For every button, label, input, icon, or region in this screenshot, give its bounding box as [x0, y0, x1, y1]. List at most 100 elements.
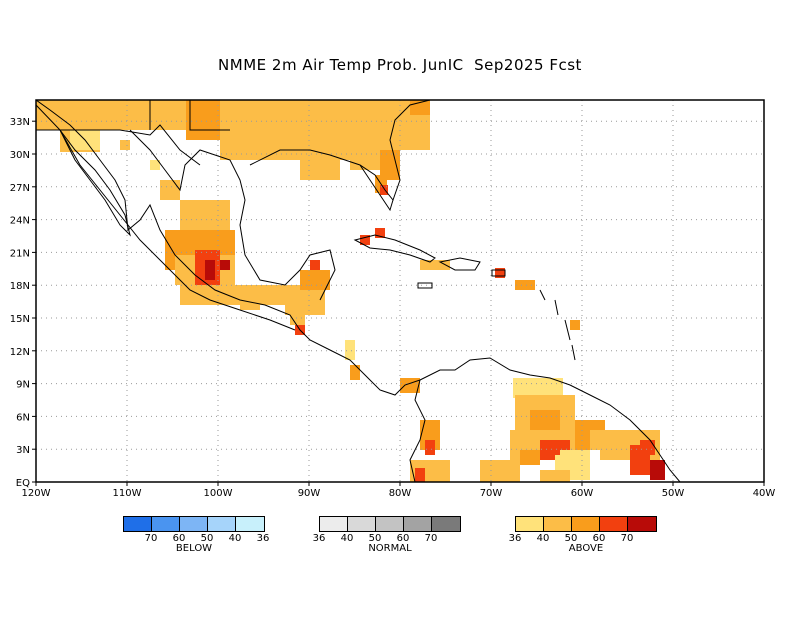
prob-cell [380, 185, 388, 195]
lon-label: 110W [113, 488, 142, 499]
prob-cell [160, 180, 180, 200]
lat-label: 15N [10, 314, 30, 325]
prob-cell [520, 450, 540, 465]
prob-cell [570, 320, 580, 330]
legend-tick: 36 [508, 533, 522, 544]
coastline [36, 100, 421, 396]
prob-cell [640, 440, 655, 455]
lon-label: 70W [480, 488, 503, 499]
prob-cell [375, 228, 385, 238]
prob-cell [495, 268, 505, 278]
coastlines [36, 100, 681, 482]
coastline [36, 124, 201, 166]
prob-cell [150, 160, 160, 170]
legend-tick: 36 [256, 533, 270, 544]
legend-below-bar [123, 516, 265, 532]
legend-above-bar [515, 516, 657, 532]
prob-cell [300, 100, 340, 180]
prob-cell [515, 280, 535, 290]
prob-cell [360, 235, 370, 245]
legend-swatch [124, 517, 152, 531]
prob-cell [380, 150, 400, 180]
lon-label: 120W [22, 488, 51, 499]
coastline [249, 100, 431, 202]
legend-swatch [236, 517, 264, 531]
lon-label: 60W [571, 488, 594, 499]
legend-tick: 70 [620, 533, 634, 544]
lon-label: 80W [389, 488, 412, 499]
coastline [417, 282, 433, 289]
coastline [438, 257, 481, 271]
prob-cell [540, 470, 570, 482]
prob-cell [36, 100, 186, 130]
coastline [539, 289, 576, 361]
legend-swatch [544, 517, 572, 531]
legend-tick: 40 [536, 533, 550, 544]
legend-swatch [320, 517, 348, 531]
lat-label: EQ [16, 478, 30, 489]
legend-normal-caption: NORMAL [368, 543, 412, 554]
legend-tick: 70 [144, 533, 158, 544]
lon-label: 40W [753, 488, 776, 499]
prob-cell [530, 410, 560, 430]
lon-label: 90W [298, 488, 321, 499]
lat-label: 30N [10, 150, 30, 161]
lat-label: 24N [10, 216, 30, 227]
probability-cells [36, 100, 665, 482]
legend-swatch [404, 517, 432, 531]
legend-tick: 50 [200, 533, 214, 544]
legend-above-caption: ABOVE [568, 543, 604, 554]
coastline [419, 357, 681, 482]
lat-label: 27N [10, 183, 30, 194]
legend-swatch [432, 517, 460, 531]
lat-label: 3N [16, 445, 30, 456]
map-title: NMME 2m Air Temp Prob. JunIC Sep2025 Fcs… [218, 56, 582, 74]
legend-tick: 36 [312, 533, 326, 544]
legend-swatch [152, 517, 180, 531]
legend-tick: 70 [424, 533, 438, 544]
prob-cell [180, 200, 230, 230]
legend-tick: 60 [172, 533, 186, 544]
legend-below: 70 60 50 40 36 BELOW [123, 516, 269, 554]
prob-cell [300, 270, 330, 290]
prob-cell [415, 468, 425, 482]
legend-swatch [348, 517, 376, 531]
prob-cell [350, 365, 360, 380]
lon-label: 50W [662, 488, 685, 499]
longitude-labels: 120W 110W 100W 90W 80W 70W 60W 50W 40W [22, 482, 776, 499]
legend-swatch [180, 517, 208, 531]
legend-tick: 40 [228, 533, 242, 544]
legend-below-caption: BELOW [175, 543, 213, 554]
prob-cell [480, 460, 520, 482]
lat-label: 9N [16, 380, 30, 391]
prob-cell [120, 140, 130, 150]
legend-tick: 50 [368, 533, 382, 544]
coastline [129, 129, 336, 301]
legend-normal-bar [319, 516, 461, 532]
prob-cell [513, 378, 563, 398]
latitude-labels: EQ 3N 6N 9N 12N 15N 18N 21N 24N 27N 30N 33N [10, 117, 36, 489]
coastline [359, 164, 394, 212]
lat-label: 33N [10, 117, 30, 128]
lon-label: 100W [204, 488, 233, 499]
legend-swatch [208, 517, 236, 531]
prob-cell [345, 340, 355, 360]
prob-cell [420, 260, 450, 270]
legend-swatch [376, 517, 404, 531]
prob-cell [205, 260, 215, 280]
legend-normal: 36 40 50 60 70 NORMAL [313, 516, 461, 554]
prob-cell [220, 260, 230, 270]
legend-tick: 50 [564, 533, 578, 544]
legend-tick: 40 [340, 533, 354, 544]
coastline [353, 234, 436, 263]
coastline [149, 100, 230, 131]
legend-swatch [572, 517, 600, 531]
prob-cell [650, 460, 665, 480]
legend-swatch [628, 517, 656, 531]
lat-label: 18N [10, 281, 30, 292]
legend-swatch [600, 517, 628, 531]
legend-tick: 60 [592, 533, 606, 544]
lat-label: 21N [10, 248, 30, 259]
legend-swatch [516, 517, 544, 531]
